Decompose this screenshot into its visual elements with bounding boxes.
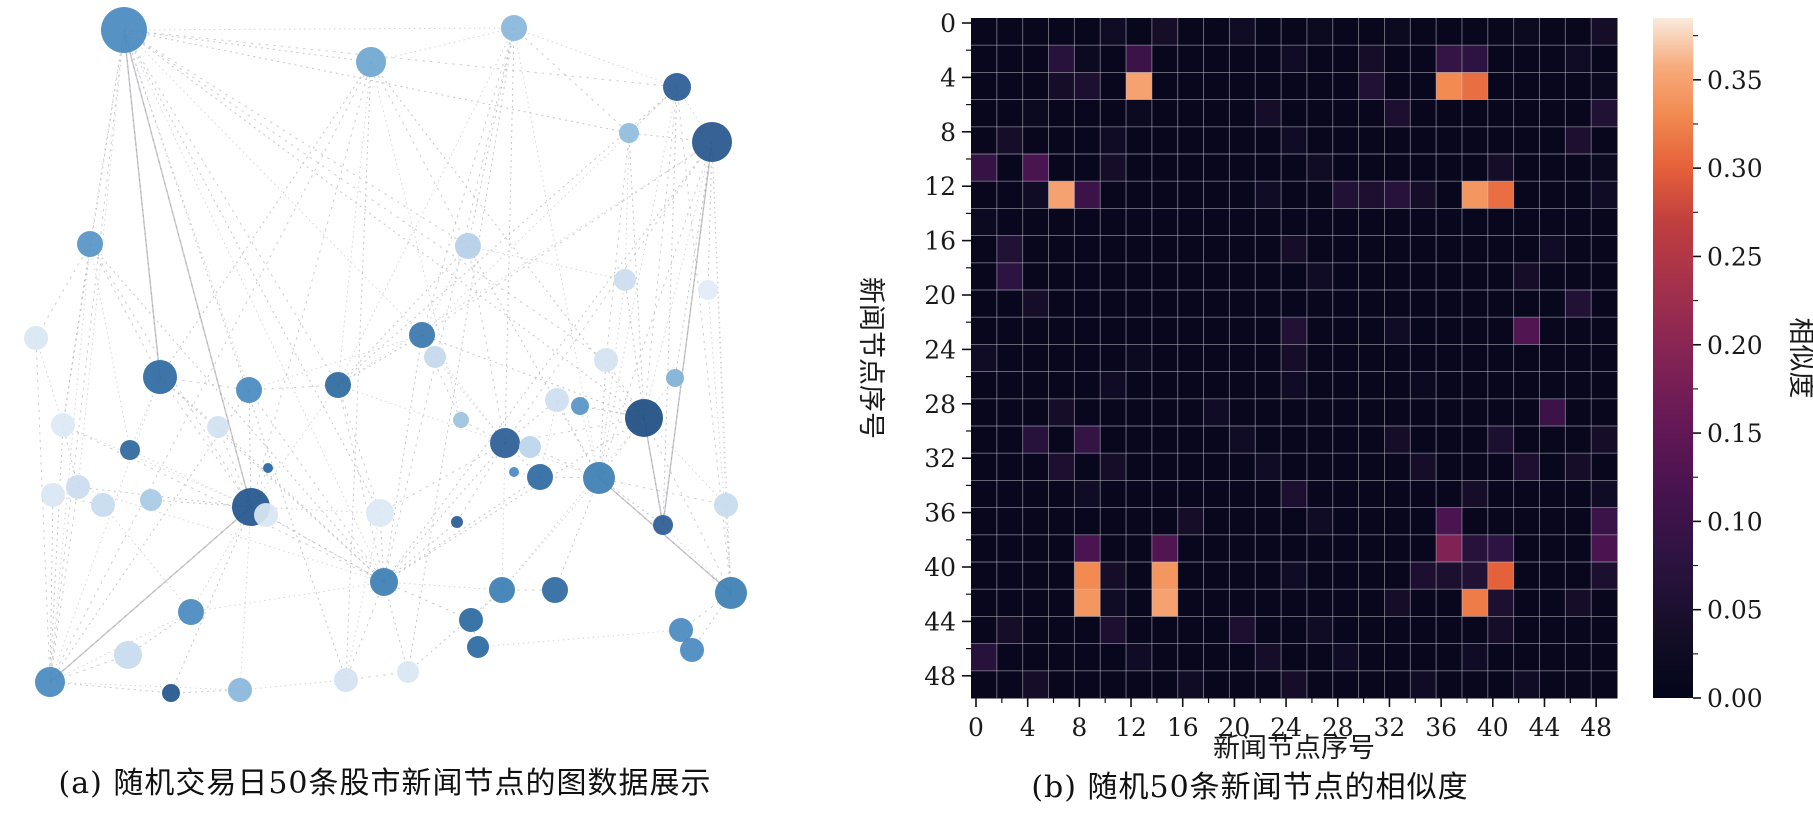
svg-text:36: 36 (1425, 713, 1457, 742)
svg-text:0: 0 (968, 713, 984, 742)
svg-text:44: 44 (924, 607, 956, 636)
svg-text:24: 24 (1270, 713, 1302, 742)
svg-text:44: 44 (1529, 713, 1561, 742)
svg-text:32: 32 (924, 444, 956, 473)
svg-text:40: 40 (924, 553, 956, 582)
heatmap-cells (971, 18, 1618, 699)
svg-text:0: 0 (940, 9, 956, 38)
svg-text:12: 12 (924, 172, 956, 201)
colorbar: 0.00 0.05 0.10 0.15 0.20 0.25 0.30 0.35 (1653, 18, 1763, 713)
caption-panel-b: (b) 随机50条新闻节点的相似度 (1031, 770, 1469, 805)
svg-text:48: 48 (1580, 713, 1612, 742)
svg-text:0.25: 0.25 (1707, 242, 1763, 271)
svg-text:12: 12 (1115, 713, 1147, 742)
svg-text:0.15: 0.15 (1707, 419, 1763, 448)
svg-text:4: 4 (1020, 713, 1036, 742)
svg-text:20: 20 (924, 281, 956, 310)
heatmap-axes: 0044881212161620202424282832323636404044… (924, 9, 1612, 742)
svg-text:36: 36 (924, 499, 956, 528)
svg-text:0.10: 0.10 (1707, 507, 1763, 536)
svg-text:0.35: 0.35 (1707, 66, 1763, 95)
similarity-heatmap-panel: 0044881212161620202424282832323636404044… (855, 9, 1813, 764)
svg-text:16: 16 (1167, 713, 1199, 742)
svg-text:16: 16 (924, 227, 956, 256)
svg-text:8: 8 (1071, 713, 1087, 742)
y-axis-label: 新闻节点序号 (855, 277, 886, 439)
svg-text:0.00: 0.00 (1707, 684, 1763, 713)
heatmap-gridlines (971, 18, 1617, 698)
svg-text:20: 20 (1218, 713, 1250, 742)
graph-edge-layer (35, 27, 732, 694)
network-graph-panel (24, 7, 747, 702)
svg-text:0.30: 0.30 (1707, 154, 1763, 183)
svg-text:28: 28 (924, 390, 956, 419)
svg-text:8: 8 (940, 118, 956, 147)
svg-text:48: 48 (924, 662, 956, 691)
colorbar-label: 相似度 (1785, 318, 1813, 399)
caption-panel-a: (a) 随机交易日50条股市新闻节点的图数据展示 (58, 766, 712, 801)
x-axis-label: 新闻节点序号 (1213, 733, 1375, 764)
svg-text:24: 24 (924, 335, 956, 364)
svg-text:40: 40 (1477, 713, 1509, 742)
svg-text:0.20: 0.20 (1707, 331, 1763, 360)
graph-node-layer (24, 7, 747, 702)
svg-text:0.05: 0.05 (1707, 596, 1763, 625)
svg-text:4: 4 (940, 63, 956, 92)
svg-text:28: 28 (1322, 713, 1354, 742)
svg-text:32: 32 (1374, 713, 1406, 742)
